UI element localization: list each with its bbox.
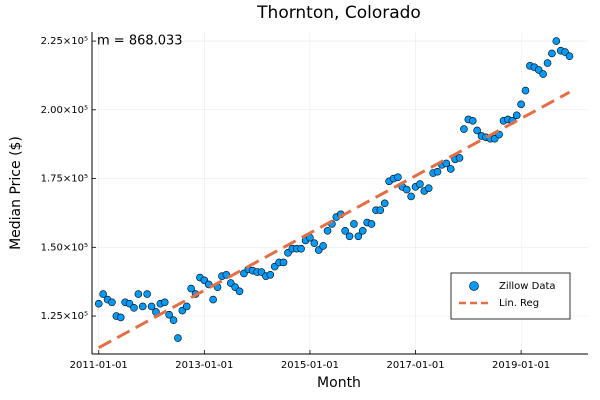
data-point xyxy=(416,180,424,188)
data-point xyxy=(455,154,464,162)
regression-line xyxy=(98,90,571,349)
legend-box xyxy=(450,272,571,320)
data-point xyxy=(323,227,332,235)
data-point xyxy=(460,125,468,133)
data-point xyxy=(565,52,574,60)
data-point xyxy=(552,37,561,45)
data-point xyxy=(134,290,143,298)
data-point xyxy=(407,192,415,201)
data-point xyxy=(130,304,138,312)
x-tick-label: 2015-01-01 xyxy=(281,360,339,371)
data-point xyxy=(367,220,376,228)
y-tick-label: 1.50×10⁵ xyxy=(41,242,88,253)
data-point xyxy=(209,295,217,304)
data-point xyxy=(310,239,319,247)
data-point xyxy=(442,159,451,168)
chart-title: Thornton, Colorado xyxy=(256,3,421,23)
data-point xyxy=(380,199,389,208)
data-point xyxy=(116,313,125,322)
data-point xyxy=(279,258,288,267)
data-point xyxy=(143,290,151,298)
y-tick-label: 1.25×10⁵ xyxy=(41,311,88,322)
data-point xyxy=(394,173,402,181)
y-tick-label: 2.00×10⁵ xyxy=(41,105,88,116)
data-point xyxy=(319,242,327,250)
data-point xyxy=(376,206,385,214)
legend-swatch xyxy=(469,281,479,291)
y-axis-label: Median Price ($) xyxy=(8,136,24,250)
data-point xyxy=(358,227,367,235)
data-point xyxy=(354,232,363,241)
x-tick-label: 2013-01-01 xyxy=(175,360,233,371)
data-point xyxy=(174,334,182,342)
data-point xyxy=(187,284,195,293)
data-point xyxy=(94,299,103,308)
data-point xyxy=(138,302,147,311)
data-point xyxy=(345,232,354,241)
data-point xyxy=(539,70,547,78)
data-point xyxy=(433,167,442,176)
data-point xyxy=(266,271,275,279)
data-point xyxy=(182,302,191,311)
y-tick-label: 1.75×10⁵ xyxy=(41,174,88,185)
data-point xyxy=(512,111,521,120)
data-point xyxy=(473,126,481,135)
data-point xyxy=(468,117,477,125)
data-point xyxy=(424,184,433,192)
x-tick-label: 2017-01-01 xyxy=(386,360,444,371)
legend: Zillow Data Lin. Reg xyxy=(450,272,571,320)
data-point xyxy=(147,302,156,311)
x-axis-label: Month xyxy=(317,375,361,391)
data-point xyxy=(99,290,107,298)
data-point xyxy=(165,310,173,319)
legend-label: Zillow Data xyxy=(499,281,556,292)
data-point xyxy=(446,165,455,173)
data-point xyxy=(350,220,358,228)
data-point xyxy=(517,100,525,109)
legend-label: Lin. Reg xyxy=(499,298,539,309)
data-point xyxy=(402,185,411,194)
data-point xyxy=(548,49,556,58)
data-point xyxy=(235,287,244,296)
data-point xyxy=(521,86,530,95)
data-point xyxy=(341,227,349,235)
data-point xyxy=(169,316,178,324)
y-tick-label: 2.25×10⁵ xyxy=(41,36,88,47)
x-tick-label: 2011-01-01 xyxy=(70,360,128,371)
data-point xyxy=(297,244,305,253)
x-tick-label: 2019-01-01 xyxy=(492,360,550,371)
data-point xyxy=(108,298,116,307)
annotation: m = 868.033 xyxy=(97,34,183,49)
data-point xyxy=(160,298,169,307)
data-point xyxy=(543,59,552,67)
